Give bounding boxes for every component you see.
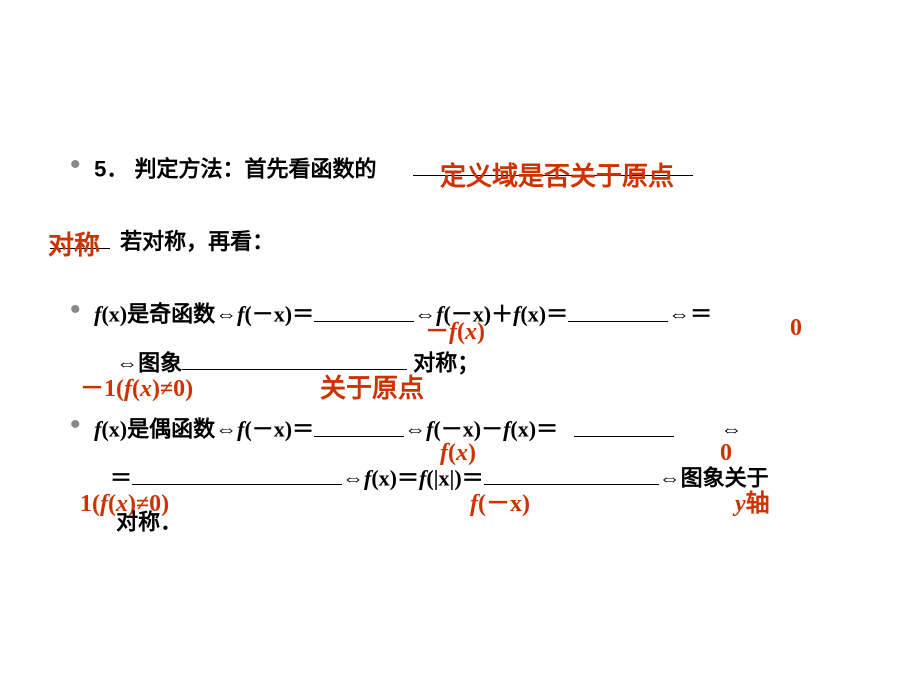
odd-minus-x-eq: (－x)＝ [244,302,314,327]
even-blank2 [574,410,674,436]
bullet-icon: • [70,410,88,440]
even-minus-x-eq: (－x)＝ [244,417,314,442]
even-end: (x)＝ [510,417,558,442]
line1-text: 判定方法：首先看函数的 [135,156,377,181]
neg: － [425,319,449,345]
odd-blank1 [314,295,414,321]
f: f [124,376,132,402]
line1: • 5． 判定方法：首先看函数的 定义域是否关于原点 [70,150,880,187]
answer-symm: 对称 [48,225,100,267]
even-fx-eq: (x)＝ [371,465,419,490]
even-blank1 [314,410,404,436]
answer-domain: 定义域是否关于原点 [440,156,674,198]
x: x [465,319,477,345]
odd-ans4: 关于原点 [320,368,424,410]
even-x: (x) [101,417,127,442]
odd-function-row2: ⇔图象 对称； －1(f(x)≠0) 关于原点 [110,344,880,381]
even-function-row3: 对称． [110,503,880,540]
lp: ( [457,319,465,345]
f: f [100,491,108,517]
even-blank3 [132,459,342,485]
f: f [449,319,457,345]
even-function-row2: ＝⇔f(x)＝f(|x|)＝⇔图象关于 1(f(x)≠0) f(－x) y轴 [110,459,880,496]
post: )≠0) [152,376,193,402]
odd-blank2 [568,295,668,321]
odd-lead: 是奇函数⇔ [127,302,237,327]
line2-text: 若对称，再看： [120,229,274,254]
p1: －1( [80,376,124,402]
x: x [140,376,152,402]
odd-function: • f(x)是奇函数⇔f(－x)＝⇔f(－x)＋f(x)＝⇔＝ －f(x) 0 [70,295,880,332]
rp: ) [477,319,485,345]
odd-end: (x)＝ [520,302,568,327]
lp: ( [132,376,140,402]
odd-ans3: －1(f(x)≠0) [80,370,193,408]
odd-blank4 [182,344,407,370]
odd-iff-eq: ⇔＝ [668,302,712,327]
even-iff1: ⇔ [404,417,426,442]
even-function: • f(x)是偶函数⇔f(－x)＝⇔f(－x)－f(x)＝ ⇔ f(x) 0 [70,410,880,447]
slide-content: • 5． 判定方法：首先看函数的 定义域是否关于原点 对称 若对称，再看： • … [50,150,880,576]
odd-x: (x) [101,302,127,327]
p1: 1( [80,491,100,517]
item-number: 5． [94,156,128,181]
even-blank4 [484,459,659,485]
line2: 对称 若对称，再看： [50,223,880,260]
even-lead: 是偶函数⇔ [127,417,237,442]
bullet-icon: • [70,150,88,180]
even-symm-end: 对称． [116,510,182,535]
bullet-icon: • [70,295,88,325]
odd-ans2: 0 [790,309,802,347]
even-iff3: ⇔ [342,465,364,490]
